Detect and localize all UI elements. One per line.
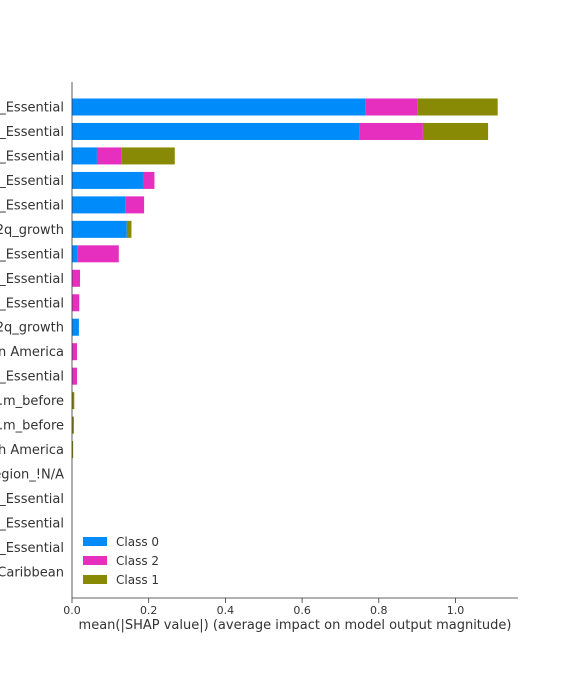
bar-segment [359, 122, 423, 140]
x-tick-label: 0.4 [217, 604, 235, 617]
y-tick-label: n America [0, 345, 64, 360]
y-tick-label: egion_!N/A [0, 468, 64, 483]
y-tick-label: _Essential [0, 516, 64, 531]
bar-segment [72, 98, 366, 116]
y-axis-labels: _Essential _Essential _Essential _Essential… [0, 101, 64, 581]
bar-segment [96, 147, 122, 165]
y-tick-label: _Essential [0, 247, 64, 262]
x-axis-ticks: 0.0 0.2 0.4 0.6 0.8 1.0 [63, 598, 464, 617]
bar-segment [72, 392, 75, 410]
bar-segment [72, 318, 79, 336]
bar-segment [417, 98, 498, 116]
bar-segment [142, 171, 155, 189]
bar-segment [72, 367, 77, 385]
legend: Class 0 Class 2 Class 1 [83, 535, 159, 587]
legend-label: Class 1 [116, 573, 159, 587]
bar-segment [365, 98, 418, 116]
bar-segment [72, 122, 360, 140]
bar-segment [125, 196, 145, 214]
y-tick-label: h America [0, 443, 64, 458]
y-tick-label: _Essential [0, 370, 64, 385]
y-tick-label: _Essential [0, 101, 64, 116]
y-tick-label: _Essential [0, 272, 64, 287]
y-tick-label: l.m_before [0, 419, 64, 434]
legend-swatch [83, 556, 107, 565]
y-tick-label: _Essential [0, 541, 64, 556]
bar-segment [126, 220, 132, 238]
y-tick-label: Caribbean [0, 565, 64, 580]
y-tick-label: _Essential [0, 198, 64, 213]
legend-label: Class 0 [116, 535, 159, 549]
bar-segment [72, 196, 126, 214]
bar-segment [72, 171, 143, 189]
bar-segment [121, 147, 175, 165]
bar-segment [72, 441, 74, 459]
x-tick-label: 1.0 [447, 604, 465, 617]
bar-segment [72, 269, 81, 287]
bar-segment [77, 245, 119, 263]
bar-segment [72, 416, 74, 434]
x-axis-label: mean(|SHAP value|) (average impact on mo… [79, 618, 512, 633]
x-tick-label: 0.6 [293, 604, 311, 617]
y-tick-label: _Essential [0, 125, 64, 140]
y-tick-label: _Essential [0, 149, 64, 164]
legend-label: Class 2 [116, 554, 159, 568]
y-tick-label: _Essential [0, 492, 64, 507]
y-tick-label: l.m_before [0, 394, 64, 409]
y-tick-label: _Essential [0, 296, 64, 311]
x-tick-label: 0.8 [370, 604, 388, 617]
x-tick-label: 0.2 [140, 604, 158, 617]
bar-segment [72, 294, 80, 312]
bars-layer [72, 98, 498, 459]
y-tick-label: 2q_growth [0, 223, 64, 238]
legend-swatch [83, 537, 107, 546]
bar-segment [72, 343, 77, 361]
bar-segment [72, 245, 78, 263]
bar-segment [72, 220, 127, 238]
y-tick-label: _Essential [0, 174, 64, 189]
bar-segment [422, 122, 489, 140]
bar-segment [72, 147, 97, 165]
y-tick-label: 2q_growth [0, 321, 64, 336]
legend-swatch [83, 575, 107, 584]
x-tick-label: 0.0 [63, 604, 81, 617]
